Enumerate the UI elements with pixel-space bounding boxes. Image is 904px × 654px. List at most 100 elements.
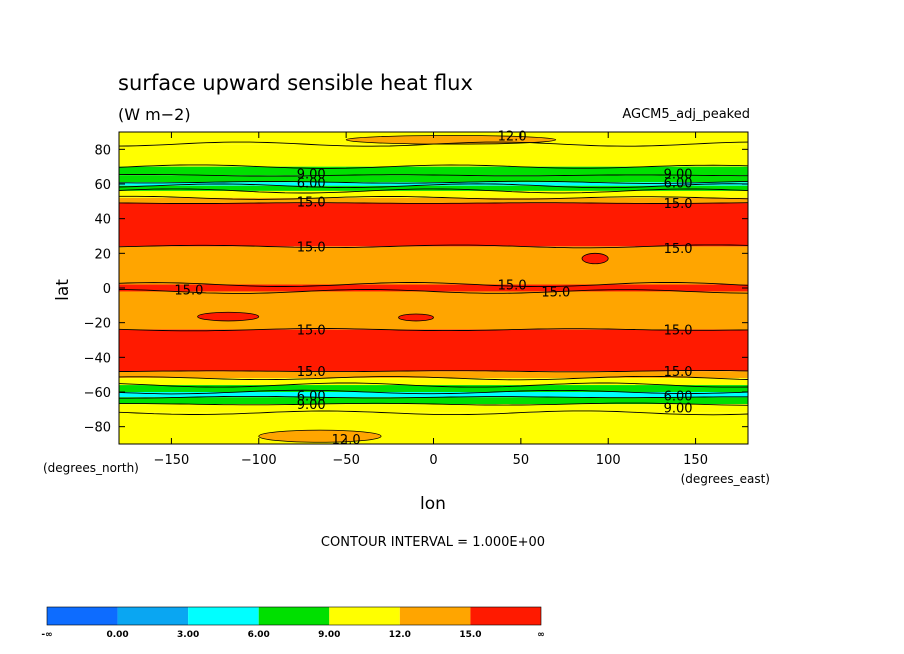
colorbar-swatch-5 xyxy=(399,607,471,625)
contour-line-6 xyxy=(119,195,749,200)
colorbar-label-0: -∞ xyxy=(41,630,52,640)
colorbar-swatch-0 xyxy=(47,607,118,625)
x-tick-label-2: −50 xyxy=(332,453,359,468)
contour-band-10 xyxy=(119,284,748,292)
plot-area xyxy=(118,132,749,444)
contour-line-14 xyxy=(118,382,749,388)
contour-line-5 xyxy=(118,188,749,194)
contour-band-16 xyxy=(119,392,748,398)
contour-band-15 xyxy=(119,385,748,392)
contour-line-8 xyxy=(118,244,749,249)
contour-label-14: 15.0 xyxy=(297,365,326,380)
colorbar-label-7: ∞ xyxy=(537,630,545,640)
dataset-label: AGCM5_adj_peaked xyxy=(622,107,750,122)
contour-line-0 xyxy=(118,141,749,147)
colorbar-swatch-3 xyxy=(258,607,330,625)
contour-line-11 xyxy=(118,328,749,332)
colorbar-label-2: 3.00 xyxy=(177,630,199,640)
contour-label-5: 15.0 xyxy=(297,195,326,210)
contour-line-18 xyxy=(118,410,749,416)
x-tick-label-0: −150 xyxy=(154,453,190,468)
contour-line-17 xyxy=(119,402,749,406)
contour-label-17: 9.00 xyxy=(297,398,326,413)
x-tick-label-6: 150 xyxy=(683,453,708,468)
colorbar-label-4: 9.00 xyxy=(318,630,340,640)
contour-line-1 xyxy=(118,164,749,169)
y-tick-label-5: 20 xyxy=(94,247,111,262)
contour-label-13: 15.0 xyxy=(664,324,693,339)
contour-label-1: 9.00 xyxy=(297,168,326,183)
x-tick-label-5: 100 xyxy=(596,453,621,468)
contour-band-3 xyxy=(119,175,748,183)
contour-band-6 xyxy=(119,190,748,198)
y-tick-label-6: 40 xyxy=(94,213,111,228)
contour-label-12: 15.0 xyxy=(297,324,326,339)
contour-band-12 xyxy=(119,329,748,372)
contour-band-5 xyxy=(119,185,748,191)
x-tick-label-1: −100 xyxy=(241,453,277,468)
colorbar-swatch-4 xyxy=(329,607,400,625)
contour-band-13 xyxy=(119,371,748,379)
colorbar-swatch-2 xyxy=(188,607,259,625)
colorbar-label-3: 6.00 xyxy=(248,630,270,640)
contour-label-18: 6.00 xyxy=(664,389,693,404)
contour-line-9 xyxy=(118,282,749,288)
y-tick-label-3: −20 xyxy=(84,317,111,332)
contour-band-4 xyxy=(119,182,748,186)
contour-interval-label: CONTOUR INTERVAL = 1.000E+00 xyxy=(321,535,545,550)
contour-label-15: 15.0 xyxy=(664,365,693,380)
contour-line-7 xyxy=(118,202,749,204)
axes: −150 −100 −50 0 50 100 150 −80 −60 −40 −20 0 20 40 60 8… xyxy=(84,131,749,468)
colorbar-frame xyxy=(46,606,542,626)
contour-line-10 xyxy=(118,289,749,294)
contour-label-19: 9.00 xyxy=(664,402,693,417)
contour-label-2: 6.00 xyxy=(297,176,326,191)
contour-label-10: 15.0 xyxy=(498,279,527,294)
contour-line-16 xyxy=(119,395,748,399)
units-label: (W m−2) xyxy=(118,105,191,124)
y-tick-label-4: 0 xyxy=(103,282,111,297)
contour-band-14 xyxy=(119,378,748,386)
colorbar-swatch-1 xyxy=(117,607,189,625)
contour-label-0: 12.0 xyxy=(498,129,527,144)
colorbar-swatch-6 xyxy=(470,607,541,625)
contour-band-17 xyxy=(119,397,748,405)
contour-line-13 xyxy=(118,375,749,381)
colorbar-label-6: 15.0 xyxy=(459,630,481,640)
contour-line-4 xyxy=(118,183,749,189)
contour-line-2 xyxy=(118,174,748,177)
contour-band-18 xyxy=(119,404,748,413)
y-tick-label-7: 60 xyxy=(94,178,111,193)
contour-line-15 xyxy=(118,389,749,395)
x-tick-label-4: 50 xyxy=(513,453,530,468)
contour-band-7 xyxy=(119,197,748,204)
contour-patch-1 xyxy=(258,429,382,443)
y-tick-label-1: −60 xyxy=(84,386,111,401)
contour-patch-4 xyxy=(398,313,434,322)
contour-label-16: 6.00 xyxy=(297,389,326,404)
contour-band-1 xyxy=(119,144,748,167)
contour-label-8: 15.0 xyxy=(664,242,693,257)
x-axis-label: lon xyxy=(420,494,446,514)
y-tick-label-2: −40 xyxy=(84,351,111,366)
contour-patch-2 xyxy=(581,252,609,265)
colorbar: -∞ 0.00 3.00 6.00 9.00 12.0 15.0 ∞ xyxy=(41,606,545,640)
y-tick-label-0: −80 xyxy=(84,421,111,436)
y-axis-label: lat xyxy=(53,279,73,301)
x-tick-label-3: 0 xyxy=(429,453,437,468)
contour-label-9: 15.0 xyxy=(174,284,203,299)
y-units-label: (degrees_north) xyxy=(43,461,139,475)
contour-line-3 xyxy=(119,180,749,184)
y-tick-label-8: 80 xyxy=(94,143,111,158)
x-units-label: (degrees_east) xyxy=(681,472,770,486)
contour-label-11: 15.0 xyxy=(541,285,570,300)
chart-title: surface upward sensible heat flux xyxy=(118,71,473,95)
colorbar-label-1: 0.00 xyxy=(106,630,128,640)
contour-band-8 xyxy=(119,203,748,247)
contour-label-6: 15.0 xyxy=(664,197,693,212)
contour-band-9 xyxy=(119,246,748,285)
contour-band-11 xyxy=(119,291,748,330)
